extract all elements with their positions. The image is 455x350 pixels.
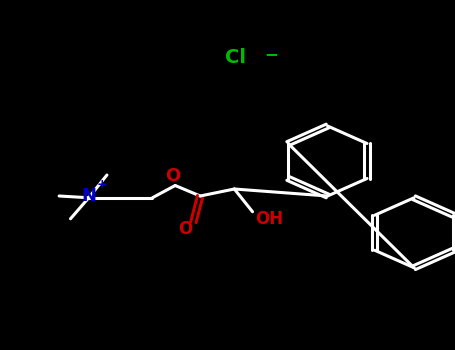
- Text: +: +: [96, 178, 107, 191]
- Text: −: −: [264, 45, 278, 63]
- Text: N: N: [81, 187, 96, 205]
- Text: O: O: [178, 219, 192, 238]
- Text: OH: OH: [255, 210, 283, 229]
- Text: O: O: [165, 167, 181, 185]
- Text: Cl: Cl: [225, 48, 246, 67]
